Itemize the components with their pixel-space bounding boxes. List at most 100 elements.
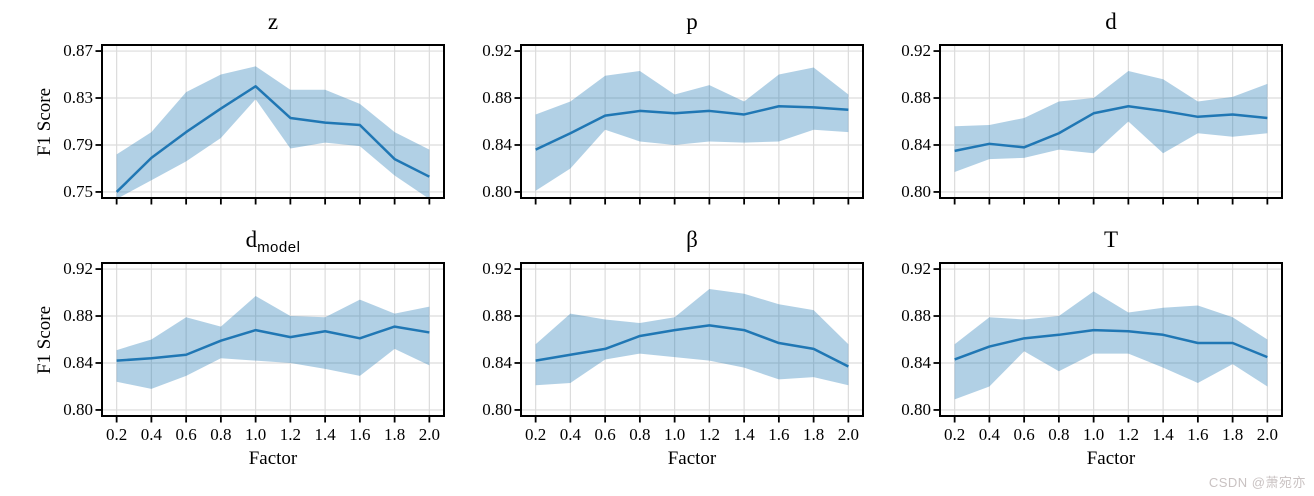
x-tick-label: 2.0 (1256, 425, 1278, 444)
plot-area (514, 44, 864, 205)
x-tick-label: 2.0 (837, 425, 859, 444)
x-tick-label: 0.4 (978, 425, 1000, 444)
axes-spines (520, 262, 864, 417)
mean-line (116, 325, 430, 362)
x-axis-label: Factor (667, 448, 717, 469)
y-tick-label: 0.80 (901, 399, 931, 419)
panel-title: β (520, 222, 864, 258)
x-axis-label: Factor (248, 448, 298, 469)
x-tick-label: 0.4 (140, 425, 162, 444)
confidence-band (535, 67, 849, 191)
y-tick-label: 0.88 (63, 306, 93, 325)
y-tick-label: 0.83 (63, 88, 93, 107)
y-tick-label: 0.80 (482, 399, 512, 419)
x-axis-label: Factor (1086, 448, 1136, 469)
panel-title: T (939, 222, 1283, 258)
x-tick-label: 1.6 (768, 425, 790, 444)
mean-line (954, 328, 1268, 361)
watermark: CSDN @萧宛亦 (1208, 475, 1306, 490)
panel-title-main: z (267, 9, 279, 34)
y-tick-label: 0.80 (482, 181, 512, 201)
plot-area (933, 44, 1283, 205)
y-tick-label: 0.92 (482, 259, 512, 279)
y-axis-label: F1 Score (34, 305, 55, 374)
y-tick-label: 0.92 (901, 259, 931, 279)
panel-title: z (101, 4, 445, 40)
axes-spines (101, 44, 445, 199)
confidence-band (116, 296, 430, 389)
y-tick-label: 0.80 (63, 399, 93, 419)
x-tick-label: 0.6 (594, 425, 616, 444)
panel-T: T 0.80 0.84 0.88 0.92 0.2 0.4 0.6 0.8 1.0 1.2 1.4 1.… (901, 227, 1283, 469)
confidence-band (954, 71, 1268, 172)
y-tick-label: 0.88 (482, 88, 512, 107)
x-tick-label: 0.2 (944, 425, 966, 444)
x-tick-label: 0.2 (106, 425, 128, 444)
y-axis-label: F1 Score (34, 87, 55, 156)
x-tick-label: 0.2 (525, 425, 547, 444)
panel-title: dmodel (101, 222, 445, 258)
panel-z: z 0.75 0.79 0.83 0.87 F1 Score (34, 9, 445, 205)
x-tick-label: 1.6 (349, 425, 371, 444)
y-tick-label: 0.87 (63, 41, 93, 61)
x-tick-label: 0.4 (559, 425, 581, 444)
x-tick-label: 2.0 (418, 425, 440, 444)
panel-title-main: d (245, 227, 258, 252)
panel-title-main: d (1105, 9, 1117, 34)
x-tick-label: 1.2 (1117, 425, 1139, 444)
y-tick-label: 0.84 (482, 134, 512, 154)
x-tick-label: 1.8 (1221, 425, 1244, 444)
mean-line (115, 85, 430, 193)
confidence-band (535, 289, 849, 386)
plot-area (933, 262, 1283, 423)
axes-spines (939, 262, 1283, 417)
confidence-band (116, 66, 430, 199)
x-tick-label: 0.8 (210, 425, 232, 444)
panel-title-main: β (686, 227, 698, 252)
x-tick-label: 1.4 (314, 425, 336, 444)
x-tick-label: 1.2 (698, 425, 720, 444)
plot-area (95, 44, 445, 205)
x-tick-label: 0.8 (1048, 425, 1070, 444)
panel-beta: β 0.80 0.84 0.88 0.92 0.2 0.4 0.6 0.8 1.0 1.2 1.4 1.… (482, 227, 864, 469)
panel-title: d (939, 4, 1283, 40)
panel-p: p 0.80 0.84 0.88 0.92 (482, 9, 864, 205)
y-tick-label: 0.92 (63, 259, 93, 279)
x-tick-label: 1.8 (802, 425, 825, 444)
x-tick-label: 1.6 (1187, 425, 1209, 444)
y-tick-label: 0.75 (63, 181, 93, 201)
mean-line (954, 104, 1268, 153)
y-tick-label: 0.84 (63, 352, 93, 372)
plot-area (514, 262, 864, 423)
y-tick-label: 0.92 (482, 41, 512, 61)
y-tick-label: 0.88 (901, 306, 931, 325)
axes-spines (101, 262, 445, 417)
panel-title-main: T (1103, 227, 1119, 252)
panel-d: d 0.80 0.84 0.88 0.92 (901, 9, 1283, 205)
y-tick-label: 0.92 (901, 41, 931, 61)
y-tick-label: 0.88 (901, 88, 931, 107)
x-tick-label: 0.6 (1013, 425, 1035, 444)
panel-d-model: dmodel 0.80 0.84 0.88 0.92 0.2 0.4 0.6 0.8 1.0 1.2… (34, 227, 445, 469)
x-tick-label: 1.0 (664, 425, 686, 444)
axes-spines (939, 44, 1283, 199)
x-tick-label: 1.0 (1083, 425, 1105, 444)
y-tick-label: 0.84 (482, 352, 512, 372)
y-tick-label: 0.80 (901, 181, 931, 201)
y-tick-label: 0.84 (901, 352, 931, 372)
x-tick-label: 1.4 (1152, 425, 1174, 444)
panel-title-subscript: model (257, 239, 301, 256)
axes-spines (520, 44, 864, 199)
mean-line (535, 104, 849, 151)
panel-title-main: p (686, 9, 698, 34)
plot-area (95, 262, 445, 423)
x-tick-label: 1.4 (733, 425, 755, 444)
x-tick-label: 1.8 (383, 425, 406, 444)
x-tick-label: 1.0 (245, 425, 267, 444)
confidence-band (954, 291, 1268, 400)
y-tick-label: 0.84 (901, 134, 931, 154)
x-tick-label: 1.2 (279, 425, 301, 444)
x-tick-label: 0.8 (629, 425, 651, 444)
y-tick-label: 0.88 (482, 306, 512, 325)
